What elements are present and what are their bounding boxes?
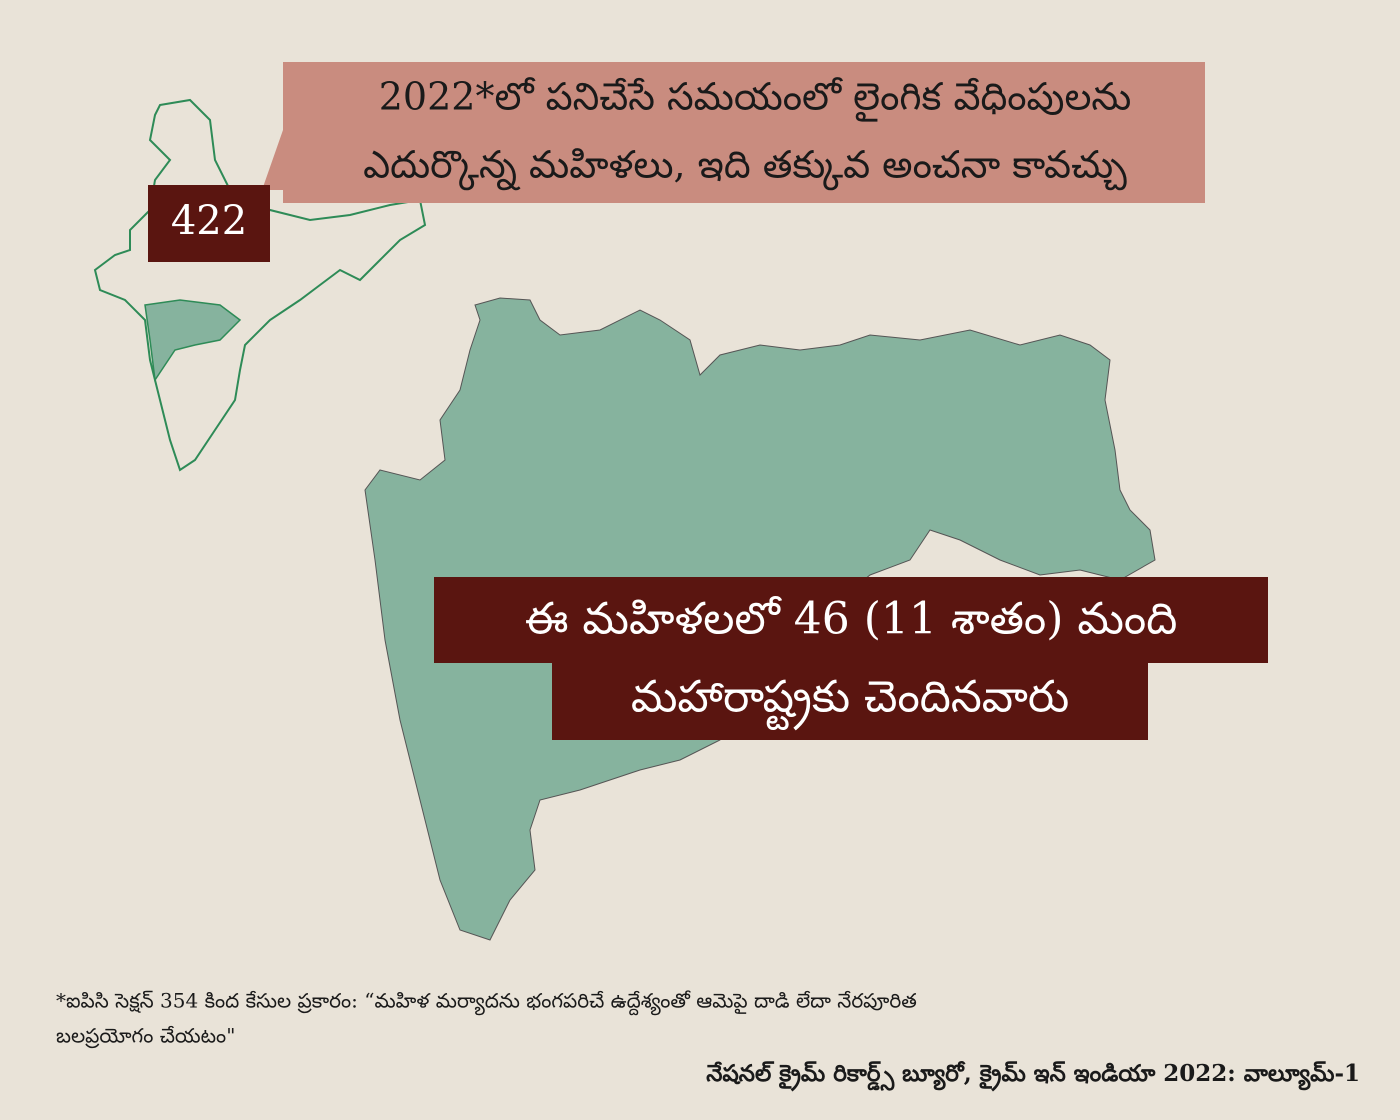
highlight-line: మహారాష్ట్రకు చెందినవారు [631,672,1069,731]
footnote-line: *ఐపిసి సెక్షన్ 354 కింద కేసుల ప్రకారం: “… [56,989,917,1016]
callout-pointer [262,130,283,190]
callout-box [283,62,1205,203]
source: నేషనల్ క్రైమ్ రికార్డ్స్ బ్యూరో, క్రైమ్ … [706,1060,1360,1092]
highlight-box [552,662,1148,740]
callout-line: 2022*లో పనిచేసే సమయంలో లైంగిక వేధింపులను [379,75,1132,123]
callout-number: 422 [171,198,247,244]
india-map [93,98,427,472]
callout-line: ఎదుర్కొన్న మహిళలు, ఇది తక్కువ అంచనా కావచ… [363,143,1127,191]
number-box [148,185,270,262]
highlight-box [434,577,1268,663]
footnote-line: బలప్రయోగం చేయటం" [56,1024,235,1049]
maharashtra-highlight-small [144,299,242,383]
highlight-line: ఈ మహిళలలో 46 (11 శాతం) మంది [525,594,1178,645]
